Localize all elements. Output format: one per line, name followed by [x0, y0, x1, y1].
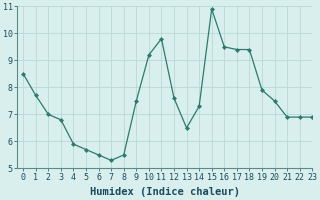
X-axis label: Humidex (Indice chaleur): Humidex (Indice chaleur)	[90, 187, 240, 197]
